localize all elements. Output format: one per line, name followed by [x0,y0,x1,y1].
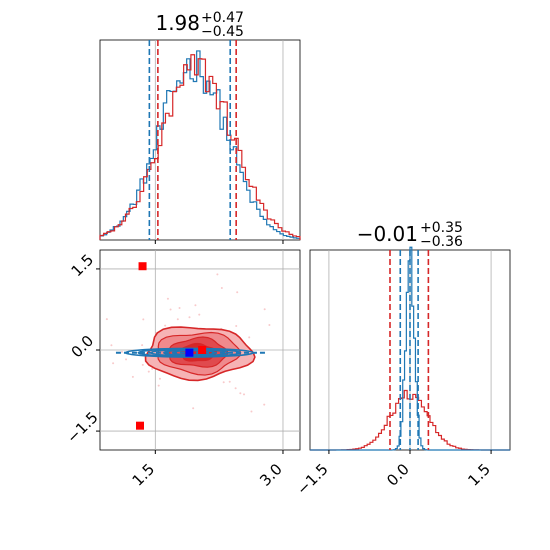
scatter-panel: 1.5 3.0 −1.5 0.0 1.5 [63,249,301,490]
scatter-sample-point [164,324,167,327]
scatter-sample-point [188,316,191,319]
scatter-sample-point [110,344,113,347]
scatter-sample-point [243,393,246,396]
hist1-grid [154,40,284,240]
hist2-ticks: −1.5 0.0 1.5 [293,450,494,499]
scatter-sample-point [236,291,239,294]
scatter-sample-point [176,318,179,321]
hist2-title-main: −0.01 [357,222,418,246]
scatter-x-ticks: 1.5 3.0 [129,450,286,490]
scatter-sample-point [228,380,231,383]
hist1-quantile-lines [148,40,237,240]
scatter-sample-point [142,318,145,321]
hist1-ticks [154,240,284,244]
scatter-sample-point [141,344,144,347]
scatter-series [105,262,271,430]
scatter-sample-point [120,350,123,353]
scatter-x-tick-label: 3.0 [256,460,286,490]
scatter-sample-point [250,410,253,413]
hist1-title-main: 1.98 [155,11,200,35]
scatter-sample-point [248,336,251,339]
hist2-tick-label: 0.0 [383,460,413,490]
hist-panel-param1: 1.98 +0.47 −0.45 [99,10,301,244]
hist1-red-series [99,54,301,240]
scatter-sample-point [234,387,237,390]
blue-marker [185,348,194,357]
scatter-sample-point [216,273,219,276]
scatter-sample-point [178,306,181,309]
scatter-sample-point [157,384,160,387]
scatter-sample-point [235,324,238,327]
scatter-x-tick-label: 1.5 [129,460,159,490]
red-marker [138,262,147,271]
hist1-title-sup: +0.47 [201,10,244,26]
hist1-title-sub: −0.45 [201,24,244,40]
hist2-title-sup: +0.35 [420,220,463,236]
scatter-sample-point [263,308,266,311]
scatter-sample-point [105,318,108,321]
scatter-y-tick-label: −1.5 [63,408,101,446]
hist-panel-param2: −1.5 0.0 1.5 −0.01 +0.35 −0.36 [293,220,511,499]
scatter-sample-point [158,377,161,380]
scatter-sample-point [151,367,154,370]
scatter-sample-point [192,407,195,410]
scatter-sample-point [222,381,225,384]
scatter-sample-point [125,358,128,361]
hist2-title-sub: −0.36 [420,234,463,250]
scatter-sample-point [169,308,172,311]
scatter-sample-point [131,375,134,378]
scatter-grid [100,250,300,450]
hist2-tick-label: 1.5 [464,460,494,490]
scatter-sample-point [194,304,197,307]
scatter-sample-point [198,313,201,316]
hist1-blue-series [99,50,301,240]
hist1-title: 1.98 [155,11,200,35]
scatter-sample-point [147,370,150,373]
scatter-sample-point [263,403,266,406]
scatter-y-ticks: −1.5 0.0 1.5 [63,251,101,447]
hist2-quantile-lines [389,250,430,450]
scatter-y-tick-label: 1.5 [68,251,98,281]
scatter-sample-point [239,392,242,395]
hist1-frame [99,39,301,241]
scatter-sample-point [166,297,169,300]
scatter-y-tick-label: 0.0 [68,332,98,362]
hist1-series [99,50,301,240]
scatter-sample-point [220,286,223,289]
red-marker [136,421,144,430]
scatter-sample-point [112,362,115,365]
scatter-sample-point [268,323,271,326]
hist2-tick-label: −1.5 [293,460,331,498]
red-marker [198,346,207,354]
scatter-sample-point [141,363,144,366]
